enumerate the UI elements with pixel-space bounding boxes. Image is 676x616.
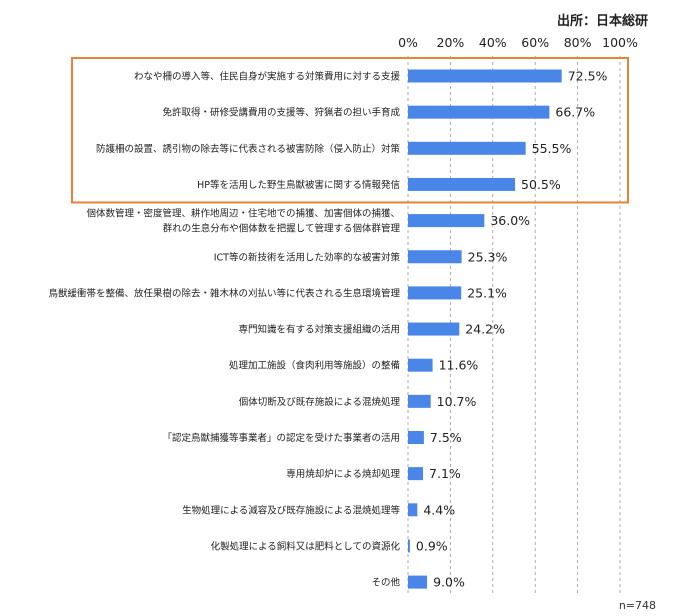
x-tick-label: 80% [564, 35, 592, 50]
data-label: 66.7% [555, 105, 595, 120]
category-label: 群れの生息分布や個体数を把握して管理する個体群管理 [163, 223, 401, 235]
category-label: 専門知識を有する対策支援組織の活用 [238, 324, 400, 336]
bar [408, 394, 431, 408]
bar [408, 214, 485, 228]
bar [408, 431, 424, 444]
bar [408, 286, 462, 300]
category-label: 鳥獣緩衝帯を整備、放任果樹の除去・雑木林の刈払い等に代表される生息環境管理 [48, 287, 400, 299]
bar [408, 250, 462, 264]
data-label: 25.1% [467, 285, 507, 300]
category-label: 個体切断及び既存施設による混焼処理 [239, 396, 401, 408]
data-label: 10.7% [437, 394, 477, 409]
highlight-box [71, 57, 629, 204]
data-label: 24.2% [465, 322, 505, 337]
data-label: 50.5% [521, 177, 561, 192]
bar [408, 503, 418, 517]
bar [408, 177, 516, 191]
data-label: 7.1% [429, 466, 461, 481]
bar [408, 467, 424, 481]
x-tick-label: 0% [398, 35, 418, 50]
x-tick-label: 60% [521, 35, 549, 50]
bar [408, 69, 562, 83]
category-label: わなや柵の導入等、住民自身が実施する対策費用に対する支援 [134, 71, 401, 83]
bar [408, 575, 428, 589]
category-label: 処理加工施設（食肉利用等施設）の整備 [229, 360, 400, 372]
data-label: 0.9% [416, 538, 448, 553]
data-label: 4.4% [423, 502, 455, 517]
data-label: 72.5% [568, 69, 608, 84]
category-label: 化製処理による飼料又は肥料としての資源化 [211, 540, 401, 552]
source-label: 出所：日本総研 [556, 14, 648, 29]
bar [408, 358, 433, 372]
data-label: 36.0% [490, 213, 530, 228]
category-label: その他 [371, 577, 400, 589]
bar [408, 539, 410, 553]
data-label: 9.0% [433, 575, 465, 590]
category-label: 免許取得・研修受講費用の支援等、狩猟者の担い手育成 [162, 107, 400, 119]
category-label: 防護柵の設置、誘引物の除去等に代表される被害防除（侵入防止）対策 [96, 143, 401, 155]
data-label: 25.3% [468, 249, 508, 264]
x-tick-label: 100% [602, 35, 638, 50]
category-label: 専用焼却炉による焼却処理 [286, 468, 400, 480]
category-label: 個体数管理・密度管理、耕作地周辺・住宅地での捕獲、加害個体の捕獲、 [86, 208, 400, 220]
bar [408, 105, 550, 119]
bar [408, 322, 460, 336]
category-label: HP等を活用した野生鳥獣被害に関する情報発信 [197, 179, 400, 191]
data-label: 55.5% [532, 141, 572, 156]
category-label: 「認定鳥獣捕獲等事業者」の認定を受けた事業者の活用 [162, 432, 400, 444]
data-label: 7.5% [430, 430, 462, 445]
sample-size-label: n=748 [618, 599, 656, 612]
x-tick-label: 40% [479, 35, 507, 50]
category-label: ICT等の新技術を活用した効率的な被害対策 [214, 251, 401, 263]
bar [408, 141, 526, 155]
x-tick-label: 20% [437, 35, 465, 50]
data-label: 11.6% [439, 358, 479, 373]
category-label: 生物処理による減容及び既存施設による混焼処理等 [182, 504, 400, 516]
